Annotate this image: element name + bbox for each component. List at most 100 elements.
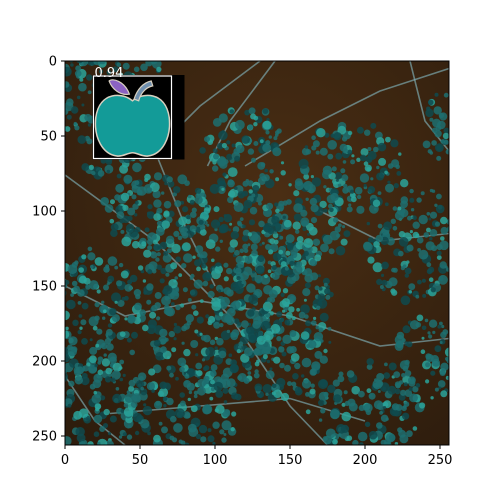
- leaf: [188, 390, 193, 395]
- leaf: [229, 109, 235, 114]
- leaf: [180, 440, 186, 445]
- leaf: [218, 113, 228, 123]
- leaf: [157, 390, 164, 397]
- leaf: [65, 416, 66, 419]
- leaf: [94, 315, 100, 321]
- leaf: [318, 399, 325, 406]
- leaf: [78, 267, 84, 273]
- leaf: [47, 421, 51, 425]
- leaf: [98, 39, 106, 47]
- foliage: [44, 21, 449, 445]
- leaf: [87, 441, 94, 445]
- leaf: [171, 243, 181, 254]
- leaf: [365, 155, 373, 164]
- detection-score: 0.94: [95, 66, 124, 81]
- leaf: [156, 227, 165, 236]
- leaf: [65, 107, 69, 116]
- leaf: [45, 309, 55, 319]
- leaf: [122, 373, 126, 377]
- leaf: [265, 350, 270, 355]
- leaf: [437, 324, 442, 329]
- leaf: [226, 267, 233, 275]
- leaf: [323, 185, 327, 189]
- leaf: [402, 405, 407, 409]
- leaf: [169, 372, 174, 378]
- leaf: [241, 281, 245, 285]
- leaf: [247, 309, 255, 317]
- leaf: [239, 248, 245, 254]
- leaf: [217, 157, 227, 167]
- leaf: [280, 170, 286, 176]
- leaf: [183, 323, 190, 330]
- leaf: [415, 294, 420, 299]
- leaf: [253, 372, 260, 379]
- leaf: [434, 387, 439, 392]
- leaf: [215, 184, 219, 188]
- leaf: [185, 314, 194, 323]
- leaf: [402, 325, 411, 334]
- leaf: [237, 345, 242, 349]
- leaf: [175, 256, 182, 263]
- leaf: [195, 362, 203, 370]
- leaf: [214, 265, 223, 274]
- leaf: [44, 390, 54, 400]
- leaf: [415, 322, 422, 328]
- leaf: [444, 347, 449, 358]
- leaf: [372, 262, 383, 273]
- leaf: [291, 316, 296, 321]
- leaf: [94, 403, 102, 410]
- leaf: [234, 249, 240, 256]
- leaf: [121, 44, 128, 51]
- leaf: [155, 351, 164, 361]
- leaf: [177, 235, 183, 241]
- leaf: [199, 147, 206, 154]
- leaf: [77, 301, 82, 305]
- leaf: [190, 211, 197, 218]
- leaf: [50, 76, 56, 82]
- leaf: [180, 362, 185, 367]
- leaf: [87, 90, 92, 95]
- leaf: [86, 417, 90, 421]
- leaf: [107, 256, 118, 266]
- leaf: [151, 61, 162, 69]
- leaf: [281, 298, 291, 307]
- leaf: [197, 386, 206, 396]
- leaf: [170, 262, 178, 270]
- leaf: [335, 245, 346, 256]
- leaf: [153, 339, 161, 347]
- leaf: [422, 293, 427, 298]
- leaf: [132, 162, 142, 173]
- leaf: [107, 352, 117, 362]
- leaf: [54, 417, 59, 422]
- leaf: [221, 420, 232, 431]
- leaf: [320, 339, 324, 343]
- leaf: [431, 140, 437, 146]
- leaf: [347, 149, 353, 155]
- leaf: [289, 330, 297, 337]
- leaf: [146, 238, 154, 245]
- leaf: [223, 276, 229, 282]
- leaf: [447, 375, 449, 381]
- leaf: [118, 435, 123, 439]
- leaf: [205, 314, 210, 319]
- leaf: [89, 21, 94, 26]
- leaf: [196, 370, 203, 377]
- leaf: [99, 426, 106, 432]
- leaf: [375, 234, 384, 243]
- leaf: [436, 145, 442, 151]
- leaf: [179, 366, 185, 373]
- leaf: [273, 389, 282, 399]
- leaf: [204, 375, 210, 382]
- leaf: [156, 264, 162, 270]
- leaf: [195, 226, 202, 233]
- leaf: [318, 418, 323, 422]
- leaf: [342, 187, 349, 194]
- leaf: [376, 278, 383, 285]
- leaf: [417, 248, 421, 252]
- leaf: [402, 412, 410, 420]
- leaf: [387, 163, 394, 169]
- leaf: [89, 355, 97, 364]
- leaf: [134, 180, 140, 186]
- leaf: [202, 280, 209, 287]
- leaf: [68, 380, 75, 387]
